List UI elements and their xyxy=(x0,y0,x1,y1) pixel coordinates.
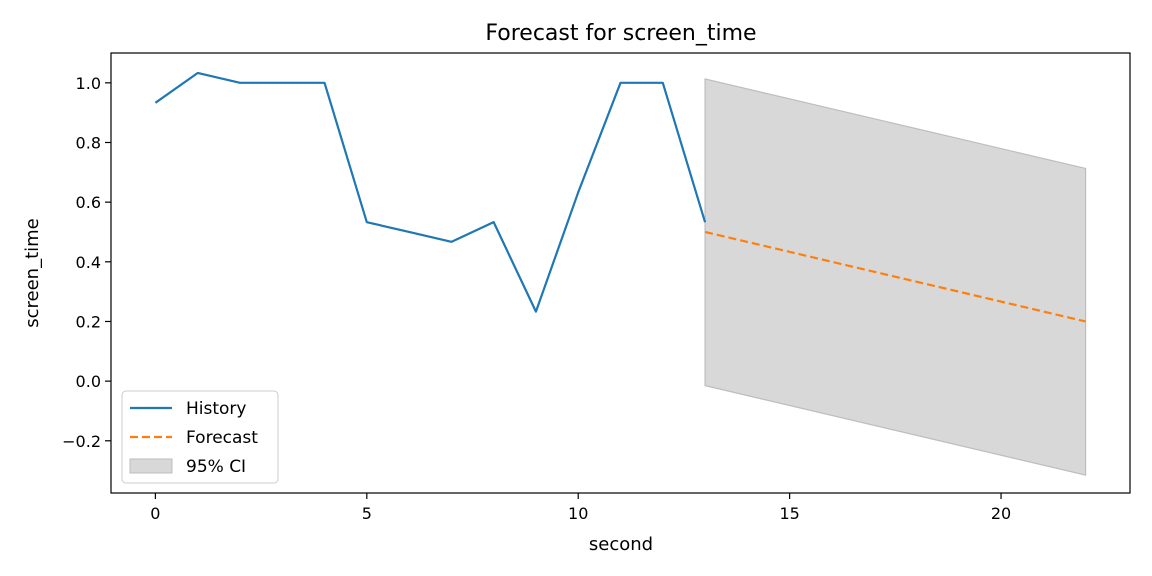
y-tick-label: 0.2 xyxy=(76,312,101,331)
x-axis-label: second xyxy=(589,534,653,555)
legend-swatch-ci xyxy=(129,458,173,474)
y-tick-label: 0.4 xyxy=(76,253,101,272)
y-axis-label: screen_time xyxy=(22,218,43,328)
legend: History Forecast 95% CI xyxy=(121,390,279,484)
chart-title: Forecast for screen_time xyxy=(485,21,756,46)
plot-area xyxy=(154,71,1087,476)
legend-label-history: History xyxy=(186,399,246,419)
x-tick-label: 5 xyxy=(362,504,372,523)
y-tick-label: 0.0 xyxy=(76,372,101,391)
x-tick-label: 0 xyxy=(150,504,160,523)
y-tick-label: 0.8 xyxy=(76,133,101,152)
axis-ticks: 0 5 10 15 20 −0.2 0.0 0.2 0.4 0.6 0.8 1.0 xyxy=(62,74,1011,523)
x-tick-label: 15 xyxy=(779,504,799,523)
plot-frame xyxy=(110,52,1131,494)
y-tick-label: 0.6 xyxy=(76,193,101,212)
x-tick-label: 10 xyxy=(568,504,588,523)
series-line-history xyxy=(154,71,707,313)
legend-label-ci: 95% CI xyxy=(186,457,246,477)
series-line-forecast xyxy=(704,230,1086,323)
y-tick-label: −0.2 xyxy=(62,432,101,451)
legend-label-forecast: Forecast xyxy=(186,428,258,448)
x-tick-label: 20 xyxy=(991,504,1011,523)
y-tick-label: 1.0 xyxy=(76,74,101,93)
